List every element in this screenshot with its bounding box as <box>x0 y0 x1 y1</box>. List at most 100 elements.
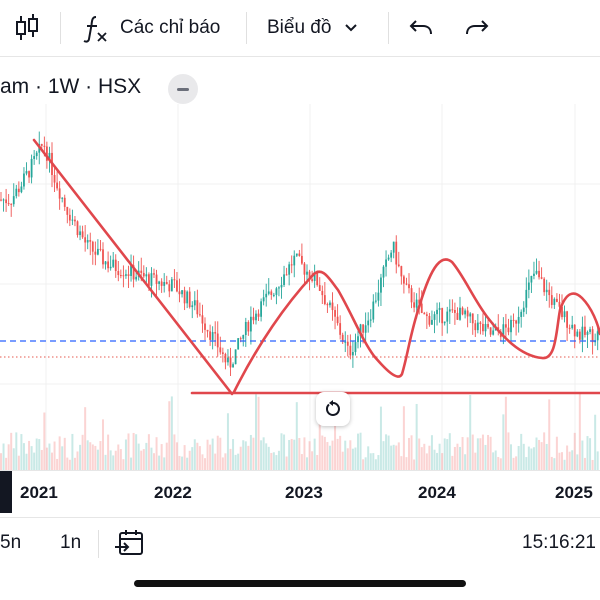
calendar-goto-icon <box>115 530 143 555</box>
volume-bar <box>571 450 574 470</box>
candle-body <box>204 323 206 330</box>
volume-bar <box>367 446 370 470</box>
candle-body <box>46 146 48 161</box>
candle-body <box>556 298 558 302</box>
volume-bar <box>410 435 413 470</box>
candle-body <box>142 272 145 277</box>
symbol-title[interactable]: am · 1W · HSX <box>0 75 142 98</box>
candle-body <box>221 352 224 354</box>
candle-body <box>140 270 143 273</box>
volume-bar <box>226 413 229 470</box>
top-toolbar: Các chỉ báo Biểu đồ <box>0 0 600 57</box>
indicators-button[interactable]: Các chỉ báo <box>82 0 220 56</box>
volume-bar <box>293 439 296 470</box>
volume-bar <box>308 441 311 470</box>
candle-body <box>584 326 586 335</box>
volume-bar <box>48 443 51 470</box>
candle-body <box>102 249 104 265</box>
candle-body <box>0 199 2 201</box>
time-axis[interactable]: 2021 2022 2023 2024 2025 <box>0 470 600 517</box>
candle-body <box>553 298 556 305</box>
candle-body <box>548 289 551 296</box>
candle-body <box>369 319 372 321</box>
candle-body <box>193 300 196 306</box>
candle-body <box>10 203 13 205</box>
volume-bar <box>573 432 576 470</box>
candle-body <box>563 311 566 318</box>
volume-bar <box>499 458 502 470</box>
candle-body <box>313 272 316 281</box>
collapse-legend-button[interactable] <box>168 74 198 104</box>
range-1d-button[interactable]: 1n <box>60 532 82 553</box>
candle-body <box>278 287 280 289</box>
candle-body <box>295 253 298 256</box>
volume-bar <box>596 451 599 470</box>
volume-bar <box>408 437 410 470</box>
volume-bar <box>306 457 308 470</box>
candle-body <box>229 357 232 368</box>
candle-body <box>339 323 342 335</box>
volume-bar <box>387 435 390 470</box>
range-5d-button[interactable]: 5n <box>0 532 22 553</box>
volume-bar <box>280 433 283 470</box>
candle-body <box>280 284 283 288</box>
volume-bar <box>211 438 214 470</box>
candle-body <box>232 364 234 368</box>
volume-bar <box>137 443 140 470</box>
candle-body <box>183 290 186 304</box>
candle-body <box>20 186 23 193</box>
volume-bars <box>0 393 599 470</box>
volume-bar <box>290 438 293 470</box>
volume-bar <box>145 442 148 470</box>
candle-body <box>234 349 237 365</box>
candle-body <box>150 273 153 286</box>
volume-bar <box>451 455 454 470</box>
volume-bar <box>492 452 495 470</box>
volume-bar <box>433 449 436 470</box>
year-label: 2025 <box>555 483 593 502</box>
volume-bar <box>53 441 56 470</box>
candle-body <box>17 188 20 193</box>
volume-bar <box>438 443 441 470</box>
chart-type-dropdown[interactable]: Biểu đồ <box>267 0 359 56</box>
candle-body <box>362 324 364 333</box>
candle-body <box>323 295 326 305</box>
volume-bar <box>66 457 69 470</box>
price-chart[interactable] <box>0 104 600 470</box>
candle-body <box>596 331 599 341</box>
volume-bar <box>459 446 461 470</box>
candle-body <box>443 321 446 324</box>
chart-style-button[interactable] <box>14 0 40 56</box>
reset-chart-button[interactable] <box>316 392 350 426</box>
candle-body <box>178 291 181 295</box>
candle-body <box>119 275 122 277</box>
volume-bar <box>153 453 155 470</box>
volume-bar <box>474 452 477 470</box>
volume-bar <box>379 406 382 470</box>
candle-body <box>512 319 515 321</box>
volume-bar <box>12 448 15 470</box>
undo-button[interactable] <box>408 0 434 56</box>
volume-bar <box>469 394 472 470</box>
volume-bar <box>35 438 38 470</box>
volume-bar <box>489 436 492 470</box>
candle-body <box>227 357 229 363</box>
candle-body <box>456 312 459 320</box>
redo-button[interactable] <box>464 0 490 56</box>
candle-body <box>415 299 418 308</box>
axis-highlight-marker <box>0 471 12 513</box>
candle-body <box>170 279 173 292</box>
volume-bar <box>295 402 298 470</box>
volume-bar <box>79 444 82 470</box>
candle-body <box>336 316 339 324</box>
volume-bar <box>357 433 359 470</box>
volume-bar <box>288 440 291 470</box>
volume-bar <box>374 459 377 470</box>
volume-bar <box>471 434 474 470</box>
candle-body <box>464 310 466 315</box>
candle-body <box>517 316 520 324</box>
volume-bar <box>229 448 232 470</box>
volume-bar <box>527 446 530 470</box>
candle-body <box>568 327 571 329</box>
goto-date-button[interactable] <box>114 528 146 563</box>
